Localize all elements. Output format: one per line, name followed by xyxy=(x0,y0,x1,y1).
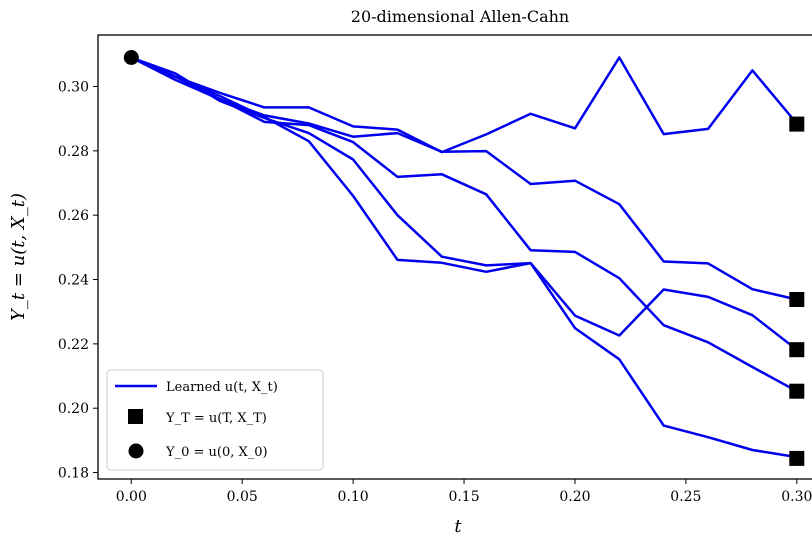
x-tick-label: 0.10 xyxy=(338,489,369,505)
series-line-3 xyxy=(130,56,798,393)
y-tick-label: 0.18 xyxy=(58,466,89,482)
legend-label-terminal: Y_T = u(T, X_T) xyxy=(165,411,267,426)
legend-label-initial: Y_0 = u(0, X_0) xyxy=(165,445,268,460)
y-tick-label: 0.30 xyxy=(58,79,89,95)
legend-square-swatch xyxy=(128,409,143,424)
x-axis-label: t xyxy=(454,516,462,537)
series-line-5 xyxy=(130,56,797,459)
legend-label-learned: Learned u(t, X_t) xyxy=(166,380,278,395)
terminal-marker-1 xyxy=(789,116,805,132)
series-line-2 xyxy=(130,56,798,301)
x-tick-label: 0.05 xyxy=(227,489,258,505)
legend-circle-swatch xyxy=(128,443,144,459)
x-tick-label: 0.30 xyxy=(781,489,812,505)
series-line-4 xyxy=(130,56,798,351)
y-tick-label: 0.20 xyxy=(58,401,89,417)
terminal-marker-3 xyxy=(789,342,805,358)
legend: Learned u(t, X_t) Y_T = u(T, X_T) Y_0 = … xyxy=(106,369,324,471)
y-tick-label: 0.26 xyxy=(58,208,89,224)
axis-ticks: 0.00 0.05 0.10 0.15 0.20 0.25 0.30 0.18 0.20 0.22… xyxy=(58,79,812,505)
terminal-marker-5 xyxy=(789,450,805,466)
y-tick-label: 0.22 xyxy=(58,337,89,353)
y-tick-label: 0.24 xyxy=(58,273,89,289)
series-line-1 xyxy=(130,56,798,154)
y-axis-label: Y_t = u(t, X_t) xyxy=(8,193,29,321)
terminal-marker-4 xyxy=(789,383,805,399)
chart-title: 20-dimensional Allen-Cahn xyxy=(351,7,569,26)
x-tick-label: 0.20 xyxy=(559,489,590,505)
legend-box xyxy=(106,369,324,471)
y-tick-label: 0.28 xyxy=(58,144,89,160)
plot-frame xyxy=(97,34,812,480)
x-tick-label: 0.00 xyxy=(116,489,147,505)
x-tick-label: 0.25 xyxy=(670,489,701,505)
initial-marker xyxy=(123,50,139,65)
plot-area xyxy=(123,50,805,466)
x-tick-label: 0.15 xyxy=(448,489,479,505)
terminal-marker-2 xyxy=(789,292,805,307)
